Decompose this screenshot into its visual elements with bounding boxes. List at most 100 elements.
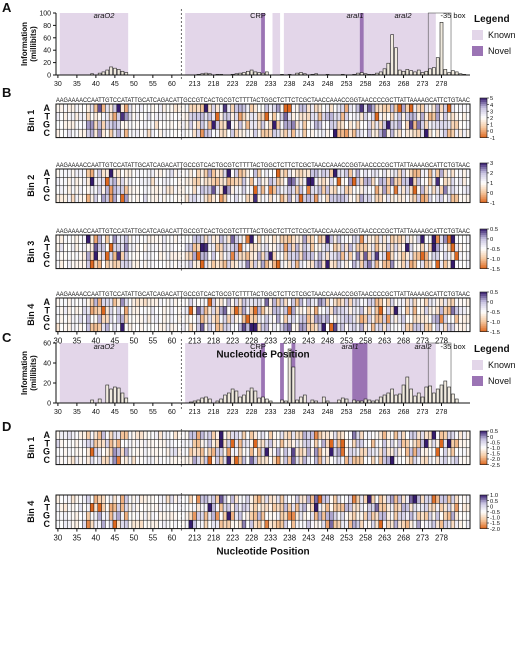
heatmap-cell: [420, 297, 425, 307]
colorbar-step: [480, 99, 487, 103]
heatmap-cell: [321, 439, 326, 449]
heatmap-cell: [446, 306, 452, 316]
heatmap-cell: [450, 322, 456, 332]
heatmap-cell: [260, 112, 266, 122]
heatmap-cell: [340, 243, 345, 253]
heatmap-cell: [333, 503, 338, 513]
heatmap-cell: [112, 494, 117, 504]
heatmap-cell: [249, 243, 254, 253]
heatmap-cell: [348, 430, 353, 440]
heatmap-cell: [169, 112, 174, 122]
heatmap-cell: [283, 439, 288, 449]
heatmap-cell: [59, 234, 64, 244]
heatmap-cell: [287, 494, 292, 504]
heatmap-cell: [93, 455, 99, 465]
heatmap-cell: [211, 503, 216, 513]
x-tick-label: 40: [92, 409, 100, 416]
heatmap-cell: [310, 447, 315, 457]
heatmap-cell: [409, 439, 414, 449]
heatmap-cell: [226, 259, 231, 269]
heatmap-cell: [340, 103, 345, 113]
heatmap-cell: [450, 430, 456, 440]
heatmap-cell: [321, 519, 326, 529]
heatmap-cell: [226, 430, 231, 440]
heatmap-cell: [78, 511, 83, 521]
heatmap-cell: [314, 259, 319, 269]
heatmap-cell: [382, 168, 387, 178]
colorbar-step: [480, 127, 487, 130]
colorbar-step: [480, 307, 487, 311]
heatmap-cell: [336, 439, 342, 449]
heatmap-cell: [287, 103, 292, 113]
heatmap-cell: [450, 234, 456, 244]
heatmap-cell: [165, 251, 171, 261]
heatmap-cell: [382, 243, 387, 253]
heatmap-cell: [124, 193, 129, 203]
heatmap-cell: [86, 259, 91, 269]
heatmap-cell: [264, 322, 269, 332]
heatmap-cell: [431, 322, 437, 332]
heatmap-cell: [348, 234, 353, 244]
heatmap-cell: [97, 314, 102, 324]
x-tick-label: 258: [360, 409, 372, 416]
heatmap-cell: [325, 447, 330, 457]
heatmap-cell: [165, 128, 171, 138]
heatmap-cell: [465, 120, 471, 130]
heatmap-cell: [390, 103, 395, 113]
heatmap-cell: [253, 243, 258, 253]
heatmap-cell: [105, 519, 110, 529]
heatmap-cell: [397, 306, 402, 316]
heatmap-cell: [116, 120, 121, 130]
heatmap-cell: [367, 447, 372, 457]
heatmap-cell: [188, 455, 193, 465]
heatmap-cell: [272, 519, 277, 529]
heatmap-cell: [260, 306, 266, 316]
heatmap-cell: [446, 259, 452, 269]
heatmap-cell: [200, 322, 205, 332]
heatmap-cell: [200, 439, 205, 449]
heatmap-cell: [215, 168, 220, 178]
heatmap-cell: [241, 103, 247, 113]
heatmap-cell: [367, 185, 372, 195]
heatmap-cell: [371, 314, 376, 324]
heatmap-cell: [465, 168, 471, 178]
heatmap-cell: [416, 259, 421, 269]
heatmap-cell: [78, 177, 83, 187]
heatmap-cell: [238, 193, 243, 203]
x-tick-label: 253: [340, 534, 353, 543]
heatmap-cell: [67, 306, 72, 316]
heatmap-cell: [146, 193, 152, 203]
heatmap-cell: [59, 112, 64, 122]
heatmap-cell: [355, 103, 361, 113]
heatmap-cell: [177, 177, 182, 187]
heatmap-cell: [382, 447, 387, 457]
heatmap-cell: [427, 177, 433, 187]
heatmap-cell: [207, 177, 212, 187]
heatmap-cell: [321, 430, 326, 440]
heatmap-cell: [431, 193, 437, 203]
heatmap-cell: [89, 112, 95, 122]
heatmap-cell: [401, 112, 406, 122]
heatmap-cell: [196, 120, 201, 130]
heatmap-cell: [184, 519, 190, 529]
heatmap-cell: [359, 439, 364, 449]
heatmap-cell: [192, 439, 197, 449]
y-tick-label: 60: [43, 341, 51, 348]
heatmap-cell: [420, 120, 425, 130]
heatmap-cell: [295, 103, 300, 113]
heatmap-cell: [336, 430, 342, 440]
heatmap-cell: [446, 322, 452, 332]
colorbar-tick-label: -2.0: [490, 527, 500, 533]
info-bar: [378, 396, 383, 404]
heatmap-cell: [184, 494, 190, 504]
heatmap-cell: [283, 243, 288, 253]
heatmap-cell: [409, 447, 414, 457]
heatmap-cell: [78, 297, 83, 307]
heatmap-cell: [234, 430, 239, 440]
heatmap-cell: [143, 112, 148, 122]
heatmap-cell: [427, 455, 433, 465]
heatmap-cell: [446, 314, 452, 324]
heatmap-cell: [333, 185, 338, 195]
heatmap-cell: [124, 103, 129, 113]
heatmap-cell: [291, 251, 296, 261]
